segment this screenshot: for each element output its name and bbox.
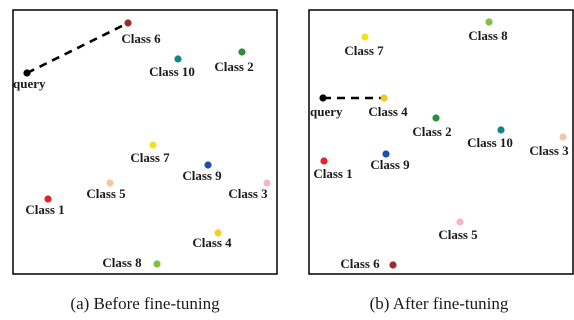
panel-b-label-class-6: Class 6 bbox=[340, 256, 380, 271]
panel-a: Class 1 Class 2 Class 3 Class 4 Class 5 Class… bbox=[12, 9, 278, 313]
panel-a-label-class-8: Class 8 bbox=[102, 255, 142, 270]
panel-b-point-class-7 bbox=[361, 33, 369, 41]
panel-b-label-class-3: Class 3 bbox=[529, 143, 569, 158]
panel-b-label-class-4: Class 4 bbox=[368, 104, 408, 119]
panel-a-query-point bbox=[23, 69, 31, 77]
panel-b-point-class-3 bbox=[559, 133, 567, 141]
panel-b-label-class-10: Class 10 bbox=[467, 135, 513, 150]
panel-a-point-class-4 bbox=[214, 229, 222, 237]
panel-b-label-class-9: Class 9 bbox=[370, 157, 410, 172]
panel-a-point-class-3 bbox=[263, 179, 271, 187]
panel-b-point-class-2 bbox=[432, 114, 440, 122]
panel-b-label-class-8: Class 8 bbox=[468, 28, 508, 43]
panel-a-caption: (a) Before fine-tuning bbox=[70, 294, 220, 313]
panel-b-query-label: query bbox=[310, 104, 343, 119]
panel-b-label-class-2: Class 2 bbox=[412, 124, 451, 139]
panel-a-point-class-8 bbox=[153, 260, 161, 268]
panel-a-label-class-10: Class 10 bbox=[149, 64, 195, 79]
panel-a-label-class-3: Class 3 bbox=[228, 186, 268, 201]
panel-b-label-class-7: Class 7 bbox=[344, 43, 384, 58]
panel-a-point-class-5 bbox=[106, 179, 114, 187]
panel-b-caption: (b) After fine-tuning bbox=[370, 294, 509, 313]
panel-a-label-class-9: Class 9 bbox=[182, 168, 222, 183]
panel-a-label-class-2: Class 2 bbox=[214, 59, 253, 74]
panel-b-point-class-9 bbox=[382, 150, 390, 158]
panel-a-label-class-5: Class 5 bbox=[86, 186, 126, 201]
panel-b-query-point bbox=[319, 94, 327, 102]
panel-a-point-class-2 bbox=[238, 48, 246, 56]
panel-b-point-class-6 bbox=[389, 261, 397, 269]
panel-a-point-class-9 bbox=[204, 161, 212, 169]
panel-a-point-class-7 bbox=[149, 141, 157, 149]
panel-b-label-class-1: Class 1 bbox=[313, 166, 352, 181]
panel-b-point-class-1 bbox=[320, 157, 328, 165]
panel-b-point-class-10 bbox=[497, 126, 505, 134]
panel-a-label-class-1: Class 1 bbox=[25, 202, 64, 217]
panel-a-frame bbox=[12, 9, 278, 275]
panel-a-point-class-10 bbox=[174, 55, 182, 63]
panel-b-label-class-5: Class 5 bbox=[438, 227, 478, 242]
panel-b-point-class-8 bbox=[485, 18, 493, 26]
panel-a-label-class-4: Class 4 bbox=[192, 235, 232, 250]
panel-b-point-class-5 bbox=[456, 218, 464, 226]
panel-b: Class 1 Class 2 Class 3 Class 4 Class 5 Class… bbox=[308, 9, 574, 313]
panel-a-point-class-1 bbox=[44, 195, 52, 203]
panel-a-label-class-7: Class 7 bbox=[130, 150, 170, 165]
panel-a-nearest-link bbox=[26, 21, 129, 75]
panel-a-label-class-6: Class 6 bbox=[121, 31, 161, 46]
panel-b-point-class-4 bbox=[380, 94, 388, 102]
panel-a-point-class-6 bbox=[124, 19, 132, 27]
panel-a-query-label: query bbox=[13, 76, 46, 91]
panel-b-frame bbox=[308, 9, 574, 275]
